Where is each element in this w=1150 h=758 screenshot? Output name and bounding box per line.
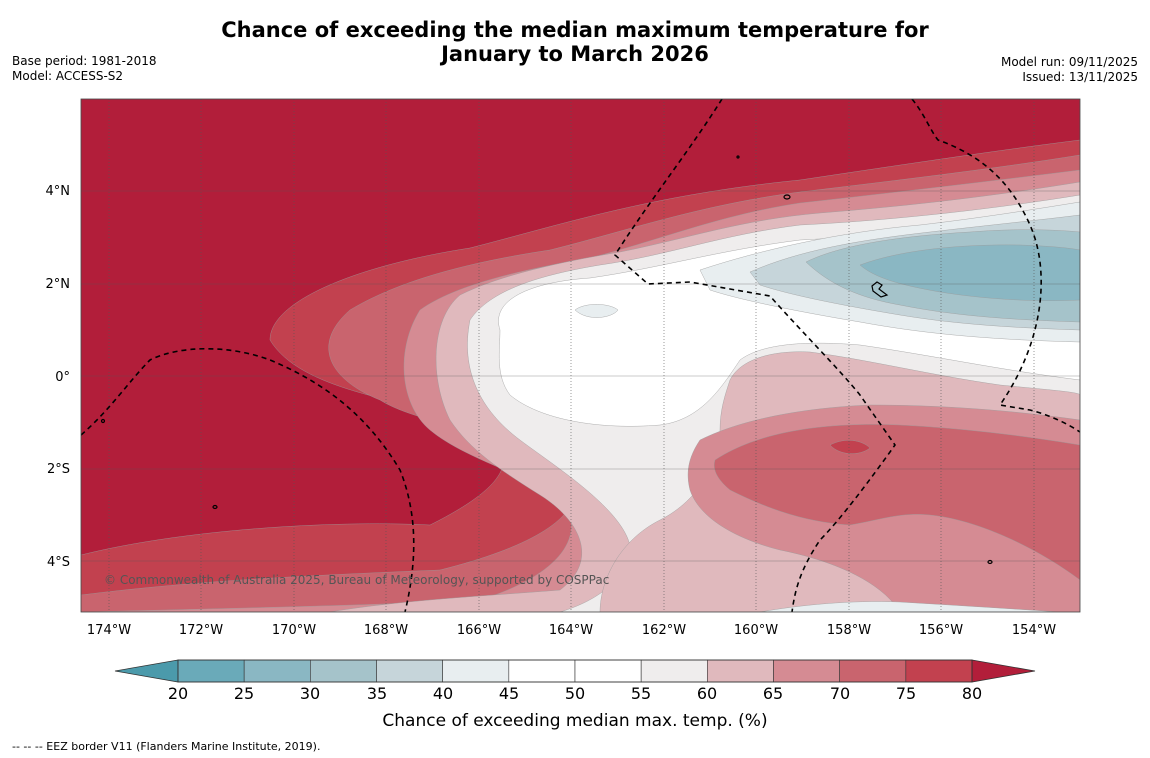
colorbar-tick-labels: 20 25 30 35 40 45 50 55 60 65 70 75 80 [168,684,982,703]
issued-date: Issued: 13/11/2025 [1022,70,1138,84]
lon-label: 162°W [642,623,686,638]
map-figure: © Commonwealth of Australia 2025, Bureau… [46,98,1081,731]
colorbar-tick-label: 50 [565,684,585,703]
band-25 [859,244,1080,301]
island [212,504,218,510]
colorbar-swatch [707,659,774,683]
colorbar-tick-label: 75 [896,684,916,703]
lon-axis-labels: 174°W 172°W 170°W 168°W 166°W 164°W 162°… [87,623,1056,638]
eez-borders [81,99,1080,612]
model-name: Model: ACCESS-S2 [12,69,124,83]
colorbar-tick-label: 25 [234,684,254,703]
map-frame [80,98,1081,613]
islands [100,155,993,565]
band-70-east [714,424,1080,581]
colorbar-under-arrow [114,659,179,683]
lat-label: 2°N [46,277,71,292]
colorbar-swatch [905,659,973,683]
colorbar-tick-label: 65 [763,684,783,703]
colorbar: 20 25 30 35 40 45 50 55 60 65 70 75 80 C… [114,659,1036,731]
lon-label: 172°W [179,623,223,638]
colorbar-swatch [640,659,708,683]
colorbar-swatch [773,659,840,683]
island [783,194,791,200]
lon-label: 170°W [272,623,316,638]
island-kiritimati [871,281,889,298]
colorbar-tick-label: 40 [433,684,453,703]
eez-border-east [911,99,1080,433]
colorbar-tick-label: 35 [367,684,387,703]
lon-label: 168°W [364,623,408,638]
copyright-credit: © Commonwealth of Australia 2025, Bureau… [104,573,609,587]
colorbar-tick-label: 70 [830,684,850,703]
colorbar-swatch [177,659,245,683]
map-title: Chance of exceeding the median maximum t… [0,18,1150,66]
island [987,559,993,565]
lon-label: 174°W [87,623,131,638]
island [736,155,740,159]
colorbar-swatch [310,659,377,683]
lat-label: 4°S [47,555,70,570]
colorbar-swatches [177,659,973,683]
colorbar-swatch [508,659,576,683]
graticule [81,99,1080,612]
colorbar-tick-label: 30 [300,684,320,703]
lat-label: 2°S [47,462,70,477]
lat-label: 0° [55,370,70,385]
colorbar-swatch [839,659,907,683]
lat-axis-labels: 4°N 2°N 0° 2°S 4°S [46,184,71,570]
eez-border-west [81,347,415,612]
colorbar-swatch [376,659,443,683]
eez-legend-note: -- -- -- EEZ border V11 (Flanders Marine… [12,740,321,753]
colorbar-title: Chance of exceeding median max. temp. (%… [382,711,767,731]
colorbar-frame [177,659,973,683]
title-line-1: Chance of exceeding the median maximum t… [221,18,929,42]
colorbar-tick-label: 20 [168,684,188,703]
title-line-2: January to March 2026 [441,42,709,66]
colorbar-swatch [442,659,510,683]
lon-label: 160°W [734,623,778,638]
colorbar-swatch [574,659,642,683]
band-40-patch [574,304,619,318]
lon-label: 164°W [549,623,593,638]
lon-label: 158°W [827,623,871,638]
colorbar-tick-label: 80 [962,684,982,703]
eez-border-central [613,99,896,612]
colorbar-swatch [243,659,311,683]
band-75-spot [829,440,871,454]
lon-label: 154°W [1012,623,1056,638]
band-40-south [759,601,1061,612]
base-period: Base period: 1981-2018 [12,54,157,68]
colorbar-over-arrow [971,659,1036,683]
lon-label: 166°W [457,623,501,638]
lon-label: 156°W [919,623,963,638]
island [100,418,106,424]
run-info: Model run: 09/11/2025 Issued: 13/11/2025 [1001,55,1138,85]
colorbar-tick-label: 45 [499,684,519,703]
model-info: Base period: 1981-2018 Model: ACCESS-S2 [12,54,157,84]
colorbar-tick-label: 60 [697,684,717,703]
lat-label: 4°N [46,184,71,199]
model-run-date: Model run: 09/11/2025 [1000,55,1138,69]
colorbar-tick-label: 55 [631,684,651,703]
probability-contours [81,99,1080,612]
